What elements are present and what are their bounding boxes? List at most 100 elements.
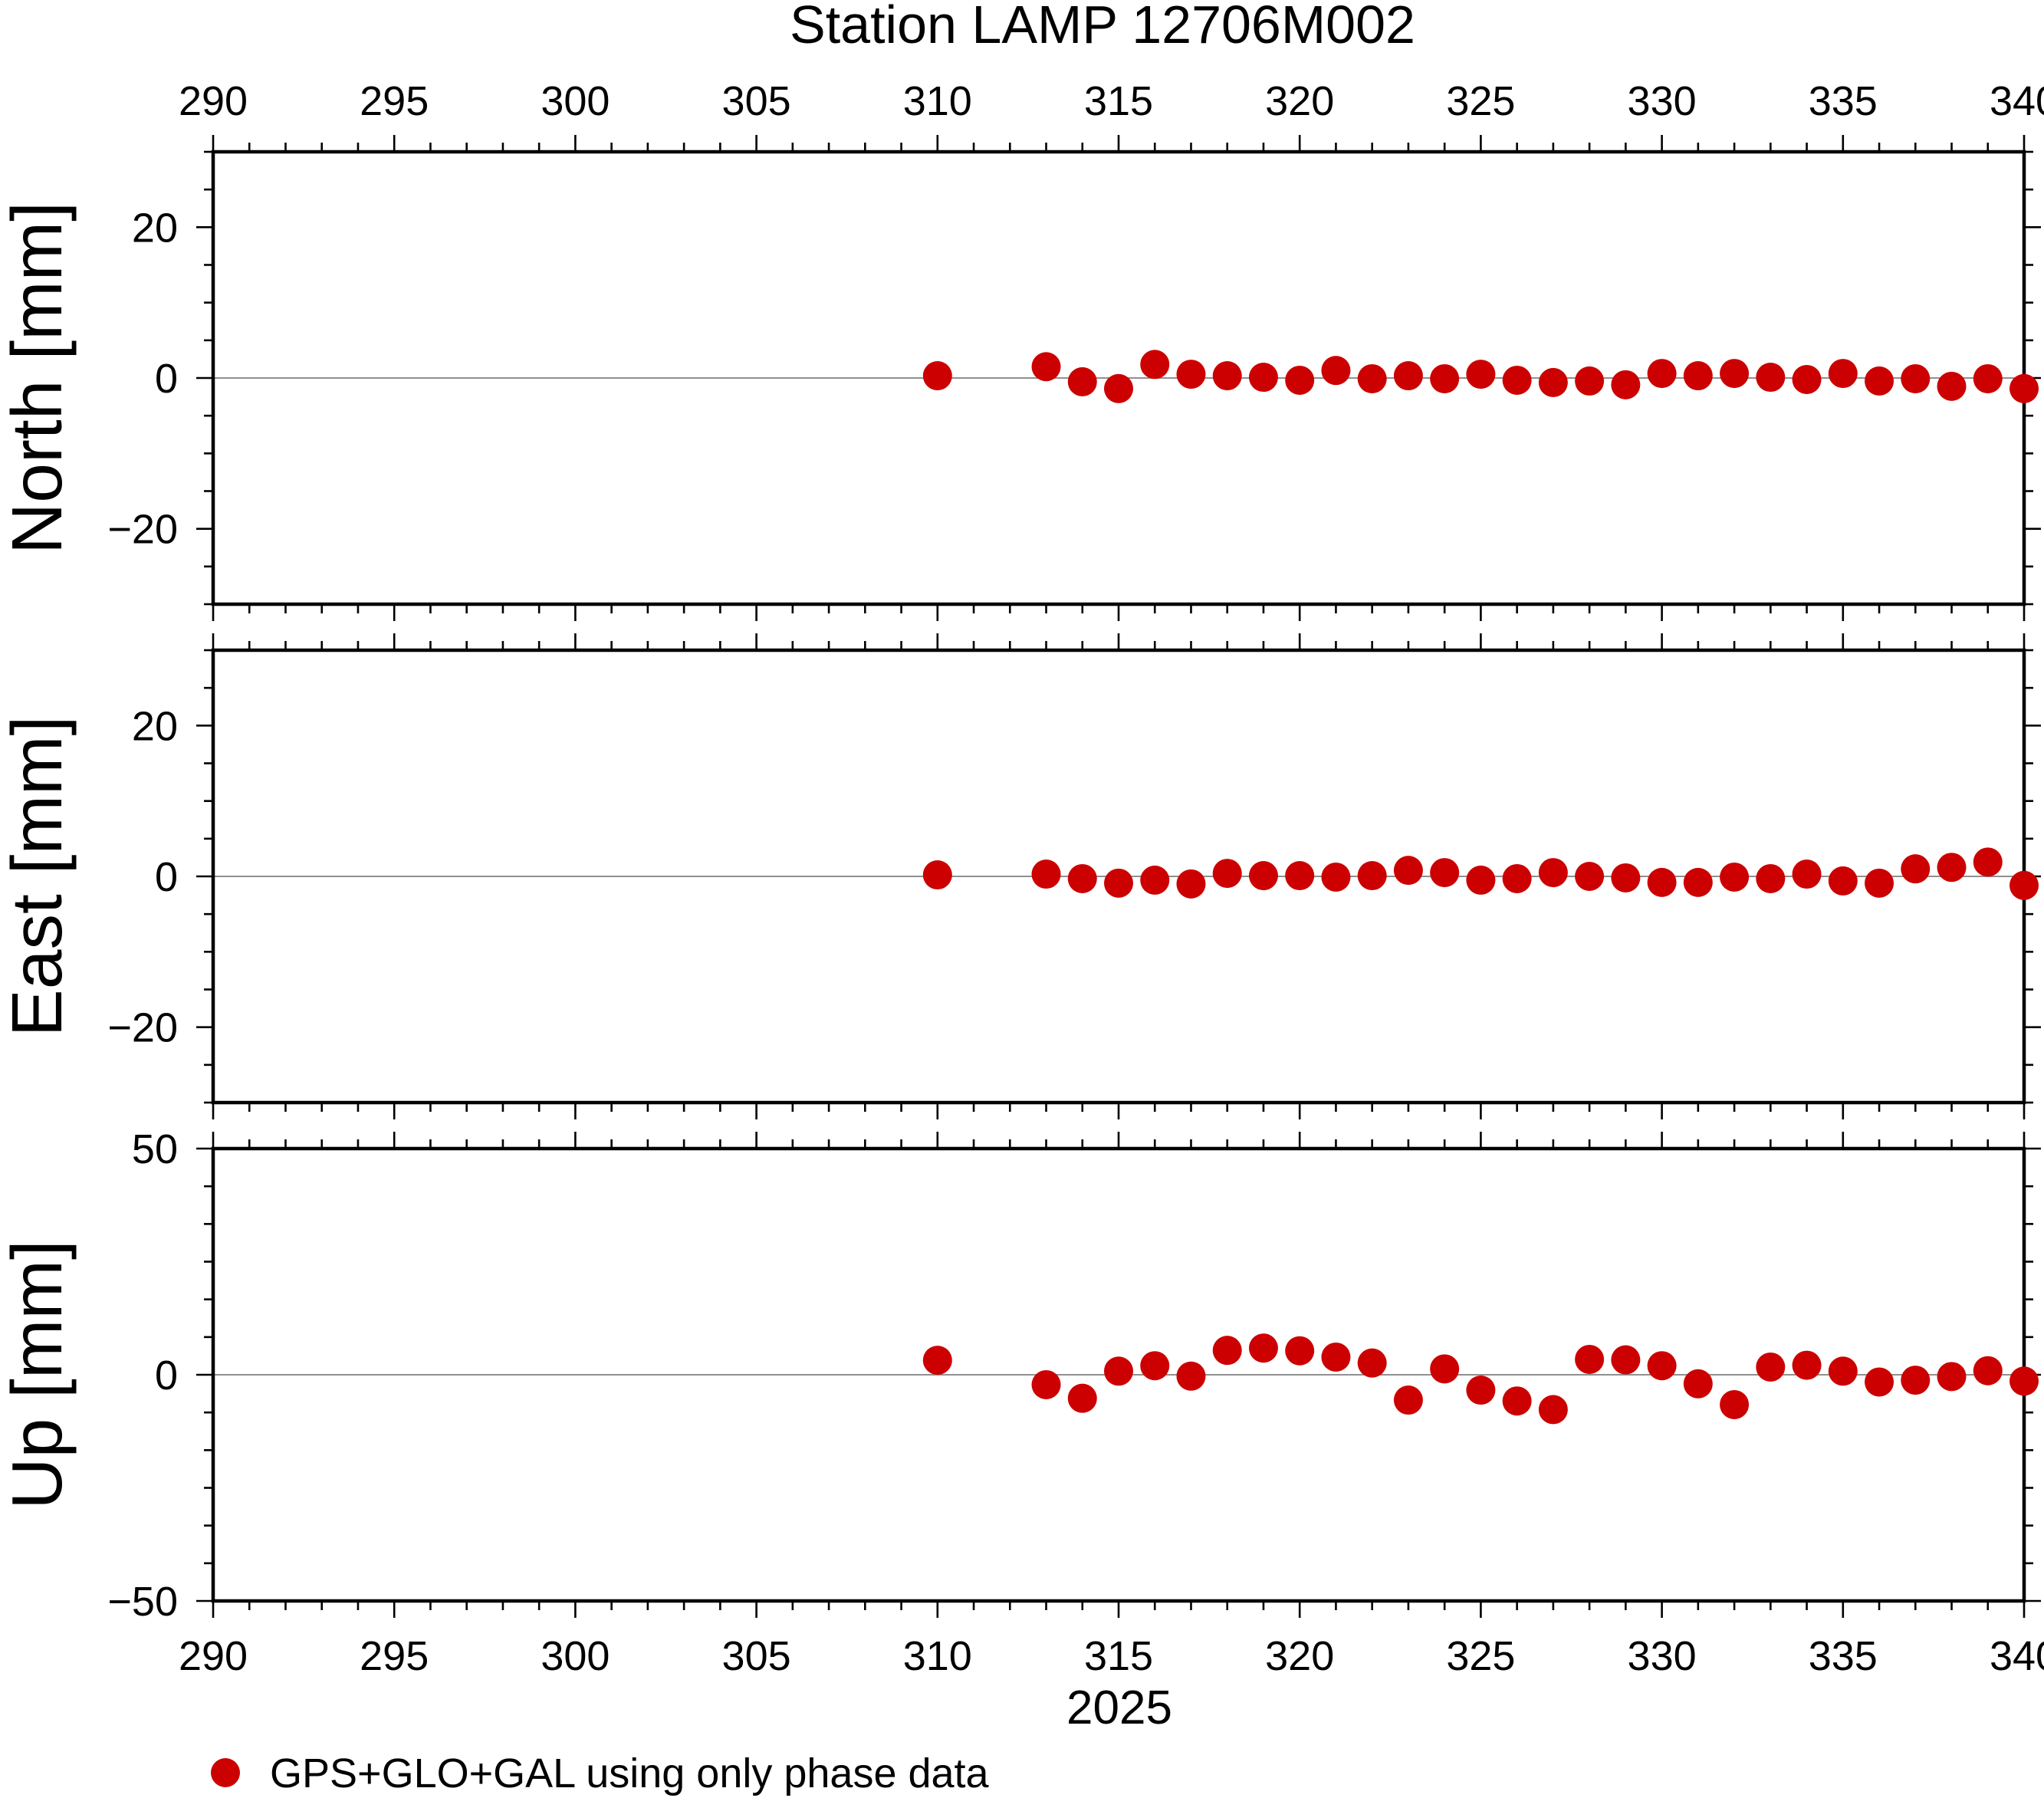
data-point (1973, 363, 2003, 393)
data-point (1647, 359, 1677, 389)
data-point (1901, 363, 1931, 393)
legend: GPS+GLO+GAL using only phase data (211, 1750, 990, 1796)
y-axis-label: Up [mm] (0, 1240, 77, 1509)
data-point (1538, 858, 1568, 888)
data-point (2009, 1366, 2039, 1396)
x-tick-label-bottom: 305 (722, 1633, 791, 1679)
data-point (1393, 856, 1423, 886)
data-point (1792, 860, 1822, 889)
x-tick-label-top: 310 (903, 78, 972, 124)
data-point (1538, 367, 1568, 397)
x-tick-label-bottom: 300 (541, 1633, 610, 1679)
x-tick-label-bottom: 335 (1809, 1633, 1878, 1679)
data-point (1647, 867, 1677, 897)
data-point (1067, 863, 1097, 893)
data-point (1285, 1336, 1315, 1366)
data-point (1865, 366, 1894, 396)
x-axis-label: 2025 (1066, 1681, 1172, 1734)
x-tick-label-top: 340 (1990, 78, 2044, 124)
y-tick-label: 50 (132, 1126, 178, 1172)
data-point (1176, 1361, 1206, 1391)
x-tick-label-bottom: 290 (179, 1633, 248, 1679)
y-axis-label: North [mm] (0, 202, 77, 554)
data-point (1901, 1366, 1931, 1395)
data-point (1321, 862, 1351, 892)
data-point (922, 860, 952, 890)
data-point (1502, 1386, 1532, 1416)
data-point (1285, 365, 1315, 395)
data-point (1031, 352, 1061, 382)
x-tick-label-bottom: 315 (1084, 1633, 1153, 1679)
data-point (1901, 854, 1931, 884)
data-point (1502, 365, 1532, 395)
data-point (1792, 364, 1822, 394)
data-point (1828, 1356, 1858, 1386)
data-point (1792, 1350, 1822, 1380)
data-point (1067, 1383, 1097, 1413)
data-point (1212, 361, 1242, 391)
data-point (1756, 863, 1786, 893)
data-point (922, 361, 952, 391)
legend-marker (211, 1758, 240, 1787)
data-point (1140, 865, 1170, 895)
data-point (1466, 865, 1496, 895)
y-tick-label: −20 (107, 1005, 178, 1051)
data-point (1937, 371, 1967, 401)
x-tick-label-top: 320 (1265, 78, 1334, 124)
y-tick-label: 0 (155, 356, 178, 402)
data-point (1756, 363, 1786, 393)
top-x-axis: 290 295 300 305 310 315 320 325 330 335 340 (179, 78, 2044, 152)
data-point (1321, 1342, 1351, 1372)
data-point (1865, 868, 1894, 898)
data-point (1067, 367, 1097, 396)
data-point (1212, 859, 1242, 889)
data-point (1357, 861, 1387, 891)
x-tick-label-top: 315 (1084, 78, 1153, 124)
x-tick-label-bottom: 295 (360, 1633, 429, 1679)
data-point (1393, 1385, 1423, 1415)
data-point (1466, 360, 1496, 390)
bottom-x-axis: 290 295 300 305 310 315 320 325 330 335 340 (179, 1601, 2044, 1679)
panels-layer: −20 0 20 North [mm] −20 0 20 East [mm] −50 0 50 Up … (0, 150, 2041, 1625)
x-tick-label-top: 295 (360, 78, 429, 124)
data-point (1865, 1367, 1894, 1397)
data-point (1031, 860, 1061, 889)
data-point (1683, 867, 1713, 897)
data-point (1430, 363, 1460, 393)
data-point (1538, 1395, 1568, 1425)
chart-title: Station LAMP 12706M002 (790, 0, 1415, 54)
x-tick-label-top: 305 (722, 78, 791, 124)
data-point (2009, 870, 2039, 900)
y-tick-label: 20 (132, 205, 178, 251)
data-point (1575, 1344, 1605, 1374)
data-point (1248, 861, 1278, 891)
data-point (1611, 370, 1641, 399)
x-tick-label-bottom: 325 (1446, 1633, 1515, 1679)
data-point (1937, 1362, 1967, 1392)
data-point (1683, 361, 1713, 391)
data-point (1647, 1351, 1677, 1381)
data-point (1756, 1352, 1786, 1382)
data-point (1140, 1351, 1170, 1381)
x-tick-label-bottom: 330 (1628, 1633, 1697, 1679)
data-point (1575, 366, 1605, 396)
panel-2: −20 0 20 East [mm] (0, 633, 2041, 1119)
y-tick-label: 0 (155, 1353, 178, 1399)
legend-entry-label: GPS+GLO+GAL using only phase data (270, 1750, 990, 1796)
data-point (1248, 363, 1278, 393)
data-point (1104, 373, 1133, 403)
data-point (1973, 1356, 2003, 1385)
x-tick-label-top: 290 (179, 78, 248, 124)
data-point (2009, 373, 2039, 403)
data-point (1104, 1356, 1133, 1386)
data-point (1176, 360, 1206, 390)
data-point (1140, 350, 1170, 380)
x-tick-label-bottom: 340 (1990, 1633, 2044, 1679)
data-point (1973, 847, 2003, 877)
panel-1: −20 0 20 North [mm] (0, 150, 2041, 621)
data-point (1357, 1348, 1387, 1378)
data-point (1321, 356, 1351, 386)
data-point (1937, 853, 1967, 883)
data-point (1393, 361, 1423, 391)
